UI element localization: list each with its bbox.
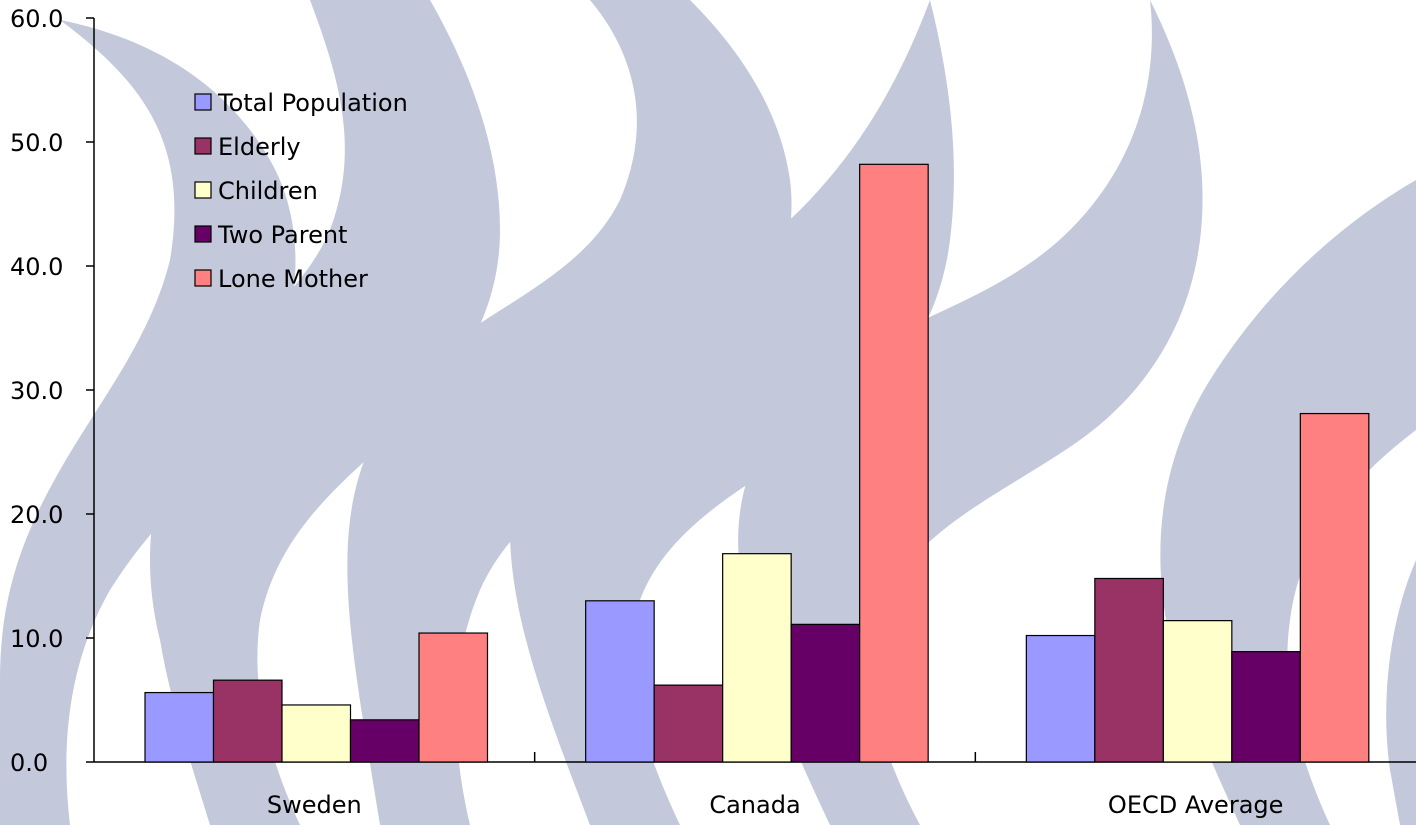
x-axis-ticks: Sweden Canada OECD Average: [267, 752, 1283, 819]
bar-elderly-oecd-average: [1094, 577, 1164, 763]
bar-lone-mother-sweden: [418, 632, 489, 763]
y-tick-label: 40.0: [10, 253, 63, 281]
legend: Total Population Elderly Children Two Paren…: [194, 89, 408, 293]
legend-swatch: [194, 225, 212, 243]
bar-total-population-oecd-average: [1025, 634, 1096, 763]
y-tick-label: 10.0: [10, 625, 63, 653]
bar-total-population-sweden: [144, 691, 215, 763]
bar-lone-mother-oecd-average: [1299, 412, 1370, 763]
x-tick-label: Sweden: [267, 791, 362, 819]
legend-label: Two Parent: [217, 221, 347, 249]
legend-label: Elderly: [218, 133, 301, 161]
bar-two-parent-sweden: [349, 719, 420, 763]
legend-label: Children: [218, 177, 318, 205]
bar-elderly-sweden: [212, 679, 283, 763]
bar-elderly-canada: [653, 684, 724, 763]
bar-series: [144, 163, 1370, 763]
bar-children-oecd-average: [1162, 620, 1233, 763]
legend-label: Lone Mother: [218, 265, 368, 293]
legend-swatch: [194, 137, 212, 155]
bar-two-parent-canada: [790, 623, 861, 763]
y-tick-label: 50.0: [10, 129, 63, 157]
bar-total-population-canada: [585, 600, 655, 763]
legend-swatch: [194, 269, 212, 287]
y-axis-ticks: 0.0 10.0 20.0 30.0 40.0 50.0 60.0: [10, 5, 94, 777]
y-tick-label: 30.0: [10, 377, 63, 405]
bar-children-sweden: [281, 704, 352, 763]
legend-swatch: [194, 181, 212, 199]
y-tick-label: 60.0: [10, 5, 63, 33]
x-tick-label: OECD Average: [1108, 791, 1283, 819]
bar-two-parent-oecd-average: [1231, 651, 1301, 763]
legend-swatch: [194, 93, 212, 111]
bar-lone-mother-canada: [859, 163, 929, 763]
bar-children-canada: [722, 553, 792, 763]
x-tick-label: Canada: [709, 791, 800, 819]
y-tick-label: 20.0: [10, 501, 63, 529]
legend-label: Total Population: [217, 89, 408, 117]
y-tick-label: 0.0: [10, 749, 48, 777]
